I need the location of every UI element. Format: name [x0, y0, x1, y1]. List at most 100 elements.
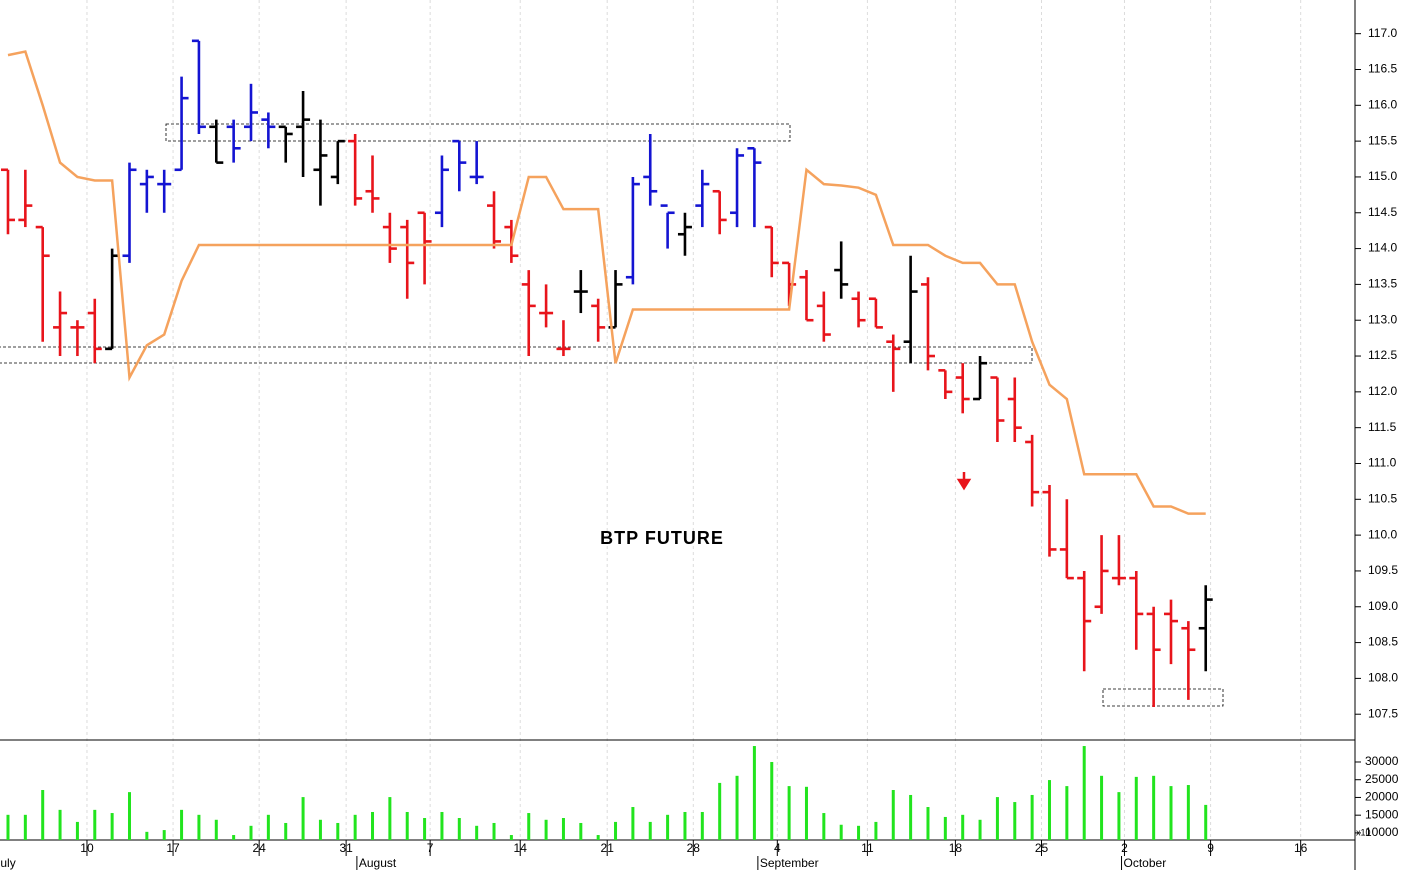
volume-bar — [752, 746, 756, 840]
volume-bar — [1047, 780, 1051, 840]
volume-bar — [1065, 786, 1069, 840]
volume-tick-label: 20000 — [1365, 790, 1399, 804]
volume-tick-label: 30000 — [1365, 754, 1399, 768]
y-tick-label: 111.5 — [1368, 420, 1397, 434]
volume-bar — [58, 809, 62, 840]
volume-bar — [1117, 792, 1121, 840]
x-tick-label: 17 — [166, 841, 180, 855]
volume-bar — [371, 811, 375, 840]
volume-bar — [457, 818, 461, 840]
y-tick-label: 108.0 — [1368, 671, 1398, 685]
volume-bar — [197, 814, 201, 840]
y-tick-label: 111.0 — [1368, 456, 1397, 470]
volume-bar — [475, 825, 479, 840]
volume-bar — [961, 814, 965, 840]
volume-bar — [1100, 775, 1104, 840]
month-label: October — [1124, 856, 1167, 870]
volume-bar — [162, 830, 166, 840]
range-box — [0, 346, 1033, 364]
chart-title: BTP FUTURE — [600, 528, 724, 548]
volume-bar — [145, 831, 149, 840]
volume-bar — [995, 797, 999, 840]
volume-tick-label: 25000 — [1365, 772, 1399, 786]
volume-bar — [926, 807, 930, 840]
volume-bar — [232, 835, 236, 840]
y-tick-label: 113.0 — [1368, 312, 1397, 326]
volume-bar — [978, 819, 982, 840]
y-tick-label: 112.5 — [1368, 348, 1397, 362]
volume-bar — [180, 809, 184, 840]
volume-bar — [787, 786, 791, 840]
volume-bar — [405, 811, 409, 840]
y-tick-label: 113.5 — [1368, 277, 1397, 291]
volume-bar — [440, 811, 444, 840]
volume-bar — [110, 813, 114, 840]
y-tick-label: 112.0 — [1368, 384, 1397, 398]
volume-unit: x10 — [1356, 827, 1371, 837]
x-tick-label: 25 — [1035, 841, 1049, 855]
volume-bar — [1013, 802, 1017, 840]
volume-bar — [41, 790, 45, 840]
volume-bar — [93, 809, 97, 840]
volume-bar — [318, 819, 322, 840]
x-tick-label: 31 — [339, 841, 353, 855]
x-tick-label: 9 — [1207, 841, 1214, 855]
volume-bar — [909, 794, 913, 840]
volume-bar — [23, 814, 27, 840]
volume-tick-label: 10000 — [1365, 825, 1399, 839]
volume-bar — [127, 792, 131, 840]
grid — [86, 0, 1302, 840]
y-tick-label: 107.5 — [1368, 706, 1398, 720]
signal-arrow — [956, 472, 972, 491]
month-label: July — [0, 856, 16, 870]
volume-bar — [249, 825, 253, 840]
y-tick-label: 110.0 — [1368, 527, 1397, 541]
volume-bar — [214, 819, 218, 840]
x-tick-label: 18 — [949, 841, 963, 855]
volume-bar — [266, 814, 270, 840]
x-tick-label: 4 — [774, 841, 781, 855]
volume-bar — [1169, 786, 1173, 840]
y-tick-label: 114.5 — [1368, 205, 1397, 219]
y-tick-label: 108.5 — [1368, 635, 1398, 649]
volume-bar — [839, 824, 843, 840]
volume-bar — [648, 821, 652, 840]
volume-bar — [75, 821, 79, 840]
y-tick-label: 116.5 — [1368, 62, 1397, 76]
volume-bar — [1030, 794, 1034, 840]
volume-bar — [1152, 775, 1156, 840]
volume-bar — [596, 835, 600, 840]
x-tick-label: 10 — [80, 841, 94, 855]
volume-bar — [423, 818, 427, 840]
volume-bar — [509, 835, 513, 840]
x-tick-label: 7 — [427, 841, 434, 855]
y-tick-label: 109.0 — [1368, 599, 1398, 613]
volume-bar — [718, 782, 722, 840]
volume-bar — [527, 813, 531, 840]
trend-line — [7, 50, 1206, 515]
volume-bar — [301, 797, 305, 840]
volume-bar — [353, 814, 357, 840]
volume-bar — [336, 822, 340, 840]
x-tick-label: 21 — [601, 841, 615, 855]
volume-bar — [857, 825, 861, 840]
volume-bar — [874, 821, 878, 840]
x-tick-label: 11 — [861, 841, 874, 855]
volume-bar — [544, 819, 548, 840]
volume-bar — [822, 813, 826, 840]
x-tick-label: 2 — [1121, 841, 1128, 855]
range-box — [1102, 688, 1224, 707]
x-tick-label: 16 — [1294, 841, 1308, 855]
volume-bar — [1082, 746, 1086, 840]
x-tick-label: 24 — [252, 841, 266, 855]
volume-bar — [6, 814, 10, 840]
x-tick-label: 14 — [514, 841, 528, 855]
volume-bar — [631, 807, 635, 840]
range-box — [165, 123, 791, 142]
y-tick-label: 117.0 — [1368, 26, 1397, 40]
volume-bar — [561, 818, 565, 840]
volume-bar — [735, 775, 739, 840]
volume-bar — [492, 822, 496, 840]
y-tick-label: 110.5 — [1368, 491, 1397, 505]
